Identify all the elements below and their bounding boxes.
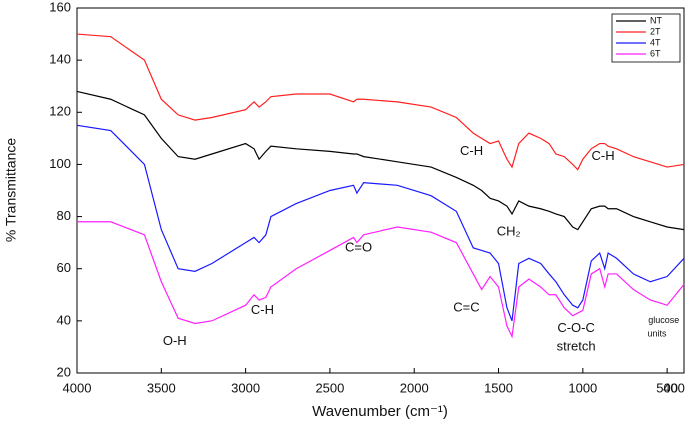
- x-tick-label: 4000: [63, 380, 92, 395]
- annotation: C-O-C: [557, 320, 595, 335]
- annotation: O-H: [163, 333, 187, 348]
- x-tick-label: 3000: [231, 380, 260, 395]
- annotation: units: [648, 328, 668, 338]
- y-tick-label: 120: [49, 104, 71, 119]
- legend-label: 2T: [650, 26, 661, 36]
- x-axis-title: Wavenumber (cm⁻¹): [312, 403, 448, 420]
- y-tick-label: 160: [49, 0, 71, 14]
- x-tick-label: 1500: [484, 380, 513, 395]
- annotation: C=O: [345, 239, 372, 254]
- series-line: [76, 124, 685, 322]
- annotation: stretch: [557, 338, 596, 353]
- x-tick-label: 2500: [315, 380, 344, 395]
- series-line: [77, 221, 685, 339]
- annotation: glucose: [648, 315, 679, 325]
- x-tick-label: 3500: [147, 380, 176, 395]
- annotation: C-H: [251, 302, 274, 317]
- x-tick-label: 1000: [568, 380, 597, 395]
- annotation: C-H: [592, 148, 615, 163]
- y-tick-label: 80: [57, 208, 71, 223]
- annotation: C=C: [453, 299, 479, 314]
- x-tick-label: 2000: [400, 380, 429, 395]
- annotation: C-H: [460, 143, 483, 158]
- y-tick-label: 40: [57, 312, 71, 327]
- annotation: CH₂: [497, 224, 521, 239]
- series-line: [76, 33, 685, 171]
- legend-label: 6T: [650, 48, 661, 58]
- x-tick-label: 400: [663, 380, 685, 395]
- legend-label: NT: [650, 15, 662, 25]
- y-tick-label: 100: [49, 156, 71, 171]
- plot-frame: [76, 7, 685, 374]
- legend-label: 4T: [650, 37, 661, 47]
- x-tick-label: 500: [656, 380, 678, 395]
- y-axis-title: % Transmittance: [3, 138, 19, 242]
- y-tick-label: 20: [57, 364, 71, 379]
- series-line: [76, 90, 685, 231]
- y-tick-label: 140: [49, 52, 71, 67]
- y-tick-label: 60: [57, 260, 71, 275]
